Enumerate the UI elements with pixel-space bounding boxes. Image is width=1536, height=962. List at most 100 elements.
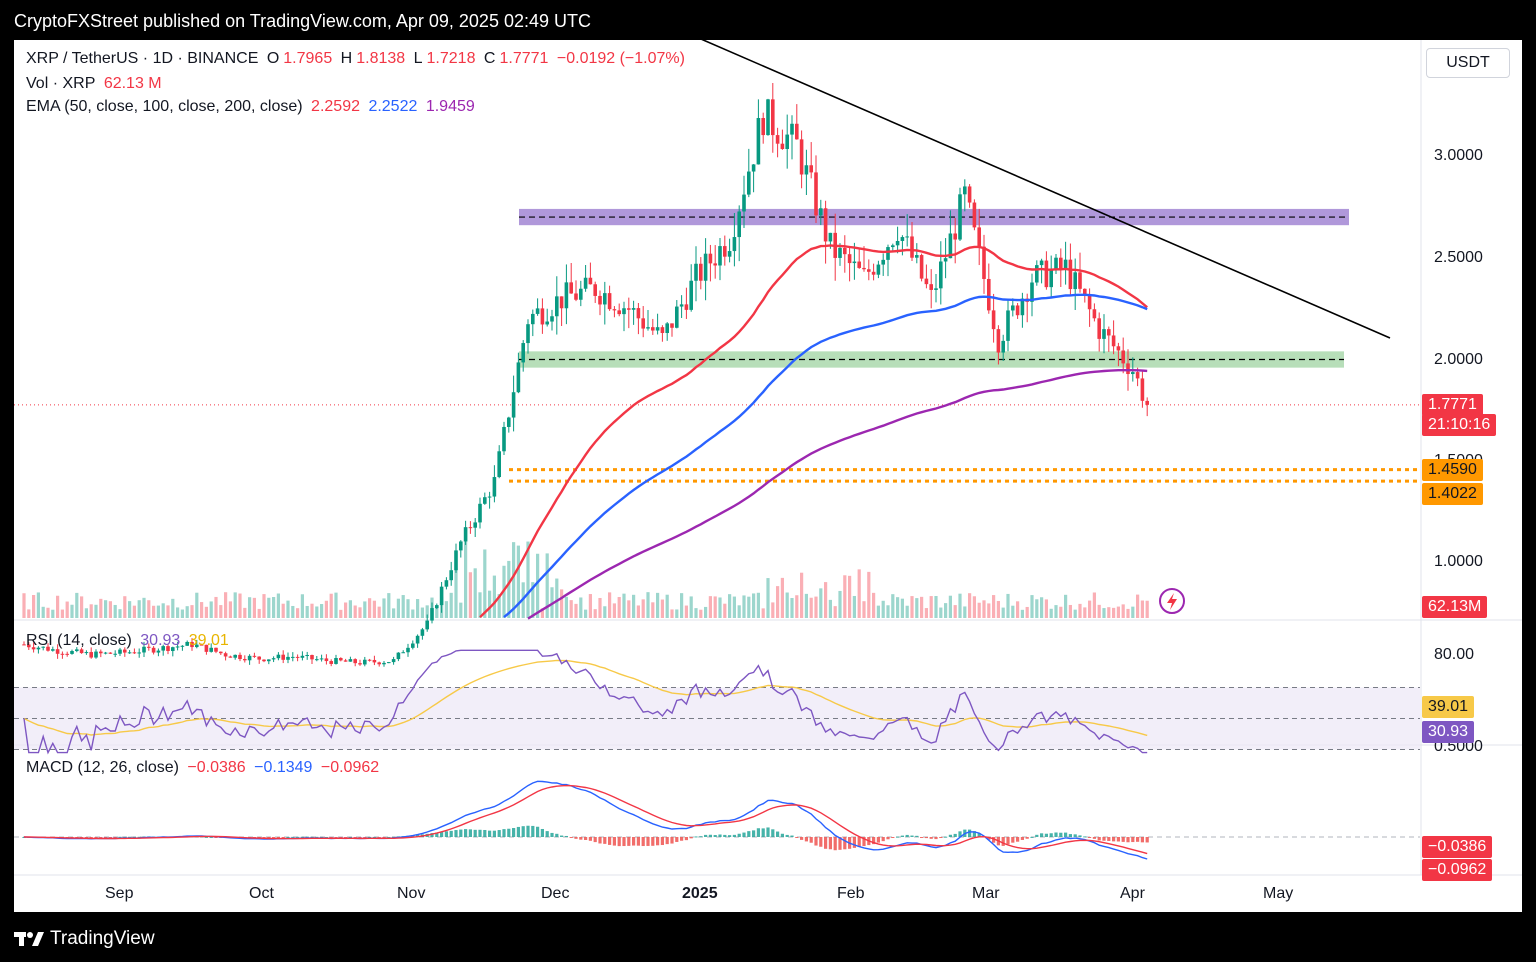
macd-histogram-bar xyxy=(353,837,357,838)
candle-body xyxy=(987,278,991,311)
candle-body xyxy=(147,646,151,648)
macd-histogram-bar xyxy=(1020,837,1024,840)
volume-bar xyxy=(195,592,199,618)
candle-body xyxy=(142,646,146,653)
volume-bar xyxy=(776,586,780,618)
macd-legend: MACD (12, 26, close) −0.0386 −0.1349 −0.… xyxy=(26,759,383,777)
candle-body xyxy=(795,123,799,140)
volume-bar xyxy=(516,545,520,618)
candle-body xyxy=(1059,257,1063,270)
candle-body xyxy=(531,313,535,325)
publisher-text: CryptoFXStreet published on TradingView.… xyxy=(14,11,591,31)
candle-body xyxy=(948,233,953,259)
rsi-value: 30.93 xyxy=(140,632,181,649)
volume-bar xyxy=(41,606,45,618)
candle-body xyxy=(75,649,79,652)
rsi-y-tick-80: 80.00 xyxy=(1434,646,1475,663)
macd-histogram-bar xyxy=(459,829,463,837)
volume-value: 62.13 M xyxy=(103,75,162,92)
volume-bar xyxy=(320,604,324,618)
macd-histogram-bar xyxy=(344,837,348,838)
candle-body xyxy=(180,645,185,647)
macd-histogram-bar xyxy=(924,837,928,839)
macd-histogram-bar xyxy=(540,828,544,837)
candle-body xyxy=(1140,378,1145,401)
macd-histogram-bar xyxy=(737,833,741,837)
candle-body xyxy=(823,208,828,242)
macd-histogram-bar xyxy=(915,835,919,837)
volume-bar xyxy=(262,594,266,618)
macd-histogram-bar xyxy=(838,837,842,850)
candle-body xyxy=(233,654,237,658)
candle-body xyxy=(703,253,708,281)
volume-bar xyxy=(185,606,189,618)
candle-body xyxy=(411,643,415,648)
volume-bar xyxy=(305,605,309,618)
volume-bar xyxy=(406,599,410,618)
volume-bar xyxy=(425,605,429,618)
ohlc-c: 1.7771 xyxy=(499,50,549,67)
macd-histogram-bar xyxy=(704,834,708,837)
macd-histogram-bar xyxy=(118,836,122,838)
volume-bar xyxy=(708,596,712,618)
candle-body xyxy=(478,503,482,523)
candle-body xyxy=(535,308,540,314)
candle-body xyxy=(291,656,295,658)
volume-bar xyxy=(363,601,367,618)
macd-histogram-bar xyxy=(612,837,616,846)
candle-body xyxy=(84,652,89,654)
candle-body xyxy=(175,646,180,648)
macd-histogram-bar xyxy=(310,836,314,838)
tradingview-logo[interactable]: TradingView xyxy=(14,928,155,950)
candle-body xyxy=(415,635,420,644)
volume-bar xyxy=(891,594,895,618)
volume-bar xyxy=(790,598,794,618)
macd-histogram-bar xyxy=(684,837,688,841)
volume-bar xyxy=(536,553,540,618)
currency-button[interactable]: USDT xyxy=(1426,48,1510,78)
candle-body xyxy=(454,550,458,571)
volume-bar xyxy=(886,605,890,618)
candle-body xyxy=(1111,335,1116,347)
volume-bar xyxy=(579,597,583,618)
volume-bar xyxy=(176,607,180,618)
macd-histogram-bar xyxy=(492,830,496,837)
volume-bar xyxy=(603,606,607,618)
candle-body xyxy=(305,655,309,657)
volume-bar xyxy=(670,609,674,618)
macd-histogram-bar xyxy=(526,825,530,837)
volume-bar xyxy=(584,609,588,618)
volume-bar xyxy=(780,577,784,618)
macd-histogram-bar xyxy=(939,837,943,838)
candle-body xyxy=(223,653,228,657)
candle-body xyxy=(262,659,266,662)
volume-bar xyxy=(732,596,736,618)
candle-body xyxy=(310,655,314,660)
volume-bar xyxy=(435,607,439,618)
candle-body xyxy=(507,417,511,427)
macd-histogram-bar xyxy=(108,837,112,838)
volume-bar xyxy=(512,542,516,618)
volume-bar xyxy=(60,609,64,618)
macd-histogram-bar xyxy=(300,836,304,838)
chart-canvas[interactable] xyxy=(14,40,1522,912)
macd-histogram-bar xyxy=(752,830,756,837)
macd-histogram-bar xyxy=(608,837,612,845)
volume-bar xyxy=(622,593,626,618)
volume-bar xyxy=(569,600,573,618)
macd-histogram-bar xyxy=(958,831,962,837)
macd-histogram-bar xyxy=(1145,837,1149,843)
volume-bar xyxy=(1025,606,1029,618)
candle-body xyxy=(804,165,809,175)
symbol-name: XRP / TetherUS · 1D · BINANCE xyxy=(26,50,259,67)
candle-body xyxy=(900,237,905,241)
volume-bar xyxy=(1092,592,1096,618)
volume-bar xyxy=(156,605,160,618)
candle-body xyxy=(651,327,655,331)
macd-histogram-bar xyxy=(819,837,823,847)
volume-bar xyxy=(300,594,304,618)
candle-body xyxy=(502,426,506,452)
candle-body xyxy=(1083,288,1087,296)
volume-bar xyxy=(497,594,501,618)
